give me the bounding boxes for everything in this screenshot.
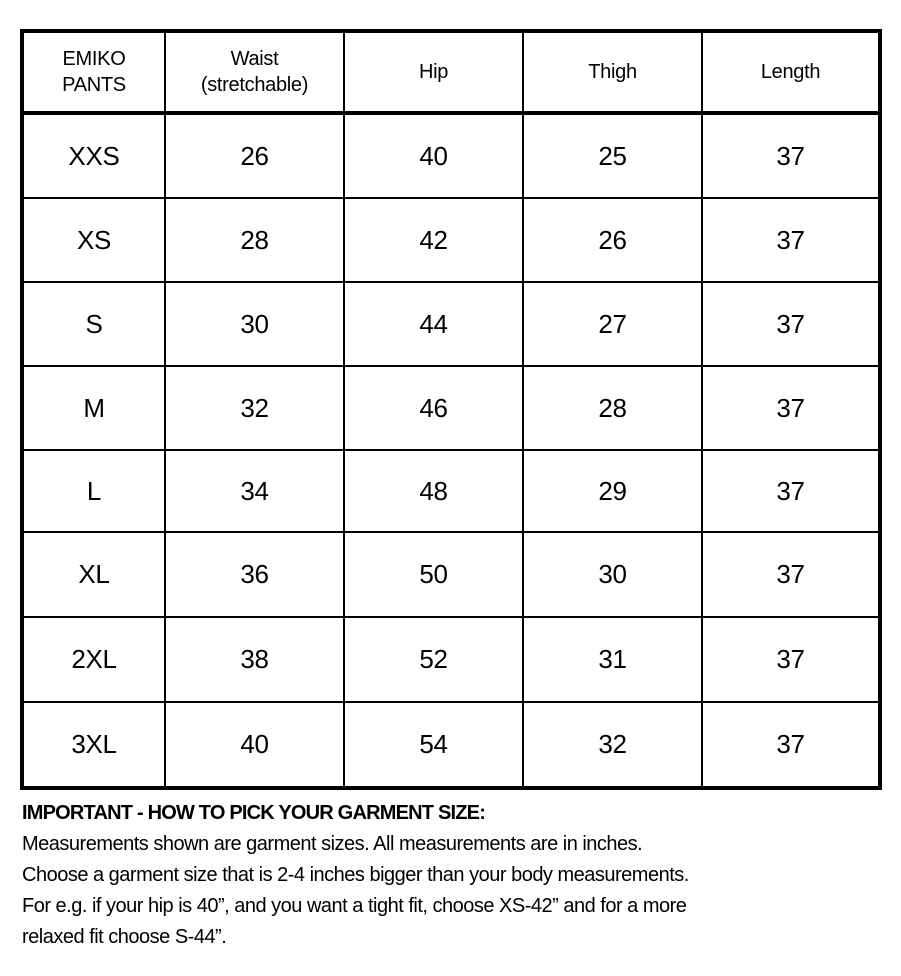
measurement-cell: 37 bbox=[701, 531, 881, 618]
measurement-cell: 40 bbox=[164, 701, 345, 789]
measurement-cell: 27 bbox=[522, 281, 703, 367]
table-row: L 34 48 29 37 bbox=[21, 449, 881, 533]
table-header-row: EMIKO PANTS Waist (stretchable) Hip Thigh Leng… bbox=[21, 30, 881, 115]
size-guide-notes: IMPORTANT - HOW TO PICK YOUR GARMENT SIZ… bbox=[22, 798, 689, 953]
size-chart-table: EMIKO PANTS Waist (stretchable) Hip Thigh Leng… bbox=[20, 29, 882, 790]
column-header-text: Thigh bbox=[588, 61, 637, 83]
measurement-cell: 37 bbox=[701, 449, 881, 533]
measurement-cell: 32 bbox=[164, 365, 345, 451]
measurement-cell: 54 bbox=[343, 701, 524, 789]
measurement-cell: 28 bbox=[164, 197, 345, 283]
measurement-cell: 30 bbox=[164, 281, 345, 367]
size-cell: XXS bbox=[21, 112, 166, 199]
measurement-cell: 29 bbox=[522, 449, 703, 533]
notes-heading: IMPORTANT - HOW TO PICK YOUR GARMENT SIZ… bbox=[22, 802, 486, 824]
measurement-cell: 26 bbox=[164, 112, 345, 199]
column-header: Thigh bbox=[522, 30, 703, 115]
measurement-cell: 38 bbox=[164, 616, 345, 703]
measurement-cell: 37 bbox=[701, 616, 881, 703]
measurement-cell: 26 bbox=[522, 197, 703, 283]
measurement-cell: 52 bbox=[343, 616, 524, 703]
table-row: 2XL 38 52 31 37 bbox=[21, 616, 881, 703]
size-cell: XS bbox=[21, 197, 166, 283]
column-header-text: EMIKO bbox=[62, 48, 126, 70]
size-cell: 2XL bbox=[21, 616, 166, 703]
measurement-cell: 36 bbox=[164, 531, 345, 618]
measurement-cell: 34 bbox=[164, 449, 345, 533]
measurement-cell: 37 bbox=[701, 112, 881, 199]
measurement-cell: 40 bbox=[343, 112, 524, 199]
measurement-cell: 42 bbox=[343, 197, 524, 283]
notes-line: Choose a garment size that is 2-4 inches… bbox=[22, 864, 689, 886]
measurement-cell: 44 bbox=[343, 281, 524, 367]
size-cell: S bbox=[21, 281, 166, 367]
table-row: S 30 44 27 37 bbox=[21, 281, 881, 367]
measurement-cell: 50 bbox=[343, 531, 524, 618]
measurement-cell: 37 bbox=[701, 701, 881, 789]
column-header: Waist (stretchable) bbox=[164, 30, 345, 115]
column-header-text: Waist bbox=[230, 48, 279, 70]
column-header-text: Hip bbox=[418, 61, 449, 83]
table-row: XL 36 50 30 37 bbox=[21, 531, 881, 618]
column-header-text: Length bbox=[760, 61, 821, 83]
column-header: EMIKO PANTS bbox=[21, 30, 166, 115]
size-cell: M bbox=[21, 365, 166, 451]
measurement-cell: 25 bbox=[522, 112, 703, 199]
measurement-cell: 46 bbox=[343, 365, 524, 451]
size-cell: 3XL bbox=[21, 701, 166, 789]
measurement-cell: 37 bbox=[701, 281, 881, 367]
notes-line: For e.g. if your hip is 40”, and you wan… bbox=[22, 895, 687, 917]
measurement-cell: 37 bbox=[701, 197, 881, 283]
table-row: 3XL 40 54 32 37 bbox=[21, 701, 881, 789]
measurement-cell: 32 bbox=[522, 701, 703, 789]
column-header-text: (stretchable) bbox=[200, 74, 309, 96]
size-cell: XL bbox=[21, 531, 166, 618]
size-cell: L bbox=[21, 449, 166, 533]
measurement-cell: 31 bbox=[522, 616, 703, 703]
measurement-cell: 30 bbox=[522, 531, 703, 618]
measurement-cell: 37 bbox=[701, 365, 881, 451]
notes-line: relaxed fit choose S-44”. bbox=[22, 926, 227, 948]
measurement-cell: 48 bbox=[343, 449, 524, 533]
table-row: XXS 26 40 25 37 bbox=[21, 112, 881, 199]
table-row: M 32 46 28 37 bbox=[21, 365, 881, 451]
table-row: XS 28 42 26 37 bbox=[21, 197, 881, 283]
notes-line: Measurements shown are garment sizes. Al… bbox=[22, 833, 643, 855]
column-header: Length bbox=[701, 30, 881, 115]
column-header: Hip bbox=[343, 30, 524, 115]
measurement-cell: 28 bbox=[522, 365, 703, 451]
column-header-text: PANTS bbox=[62, 74, 126, 96]
